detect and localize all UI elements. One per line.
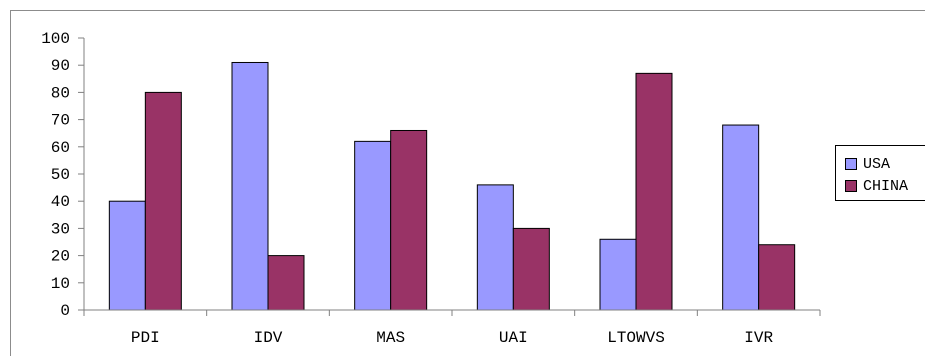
bar-usa-pdi — [108, 200, 146, 311]
y-tick-label: 0 — [60, 302, 70, 320]
bar-usa-mas — [354, 140, 392, 311]
x-category-label: IVR — [744, 329, 773, 347]
x-axis-ticks: PDI IDV MAS UAI LTOWVS IVR — [83, 310, 821, 347]
bar-china-ivr — [758, 244, 796, 311]
y-tick-label: 20 — [51, 248, 70, 266]
y-tick-label: 60 — [51, 139, 70, 157]
y-tick-label: 30 — [51, 220, 70, 238]
x-category-label: MAS — [376, 329, 405, 347]
y-tick-label: 50 — [51, 166, 70, 184]
bar-china-ltowvs — [635, 72, 673, 311]
x-category-label: LTOWVS — [607, 329, 665, 347]
legend-item-china: CHINA — [845, 176, 908, 196]
legend-label-usa: USA — [863, 155, 891, 173]
x-category-label: IDV — [254, 329, 283, 347]
y-tick-label: 80 — [51, 84, 70, 102]
legend-swatch-usa — [845, 158, 857, 170]
bar-usa-ltowvs — [599, 238, 637, 311]
bar-china-mas — [390, 129, 428, 311]
y-tick-label: 100 — [41, 30, 70, 48]
bar-usa-idv — [231, 61, 269, 311]
legend-item-usa: USA — [845, 154, 890, 174]
y-axis-ticks: 0 10 20 30 40 50 60 70 80 90 100 — [41, 30, 84, 320]
x-category-label: PDI — [131, 329, 160, 347]
legend-swatch-china — [845, 180, 857, 192]
legend: USA CHINA — [835, 145, 925, 201]
bar-usa-ivr — [722, 124, 760, 311]
y-tick-label: 10 — [51, 275, 70, 293]
y-tick-label: 40 — [51, 193, 70, 211]
bar-china-idv — [267, 255, 305, 311]
x-category-label: UAI — [499, 329, 528, 347]
y-tick-label: 70 — [51, 112, 70, 130]
bar-china-uai — [512, 227, 550, 311]
y-tick-label: 90 — [51, 57, 70, 75]
bar-china-pdi — [144, 91, 182, 311]
chart-frame — [10, 10, 925, 356]
legend-label-china: CHINA — [863, 177, 909, 195]
bar-usa-uai — [476, 184, 514, 311]
bars-group — [108, 61, 796, 311]
